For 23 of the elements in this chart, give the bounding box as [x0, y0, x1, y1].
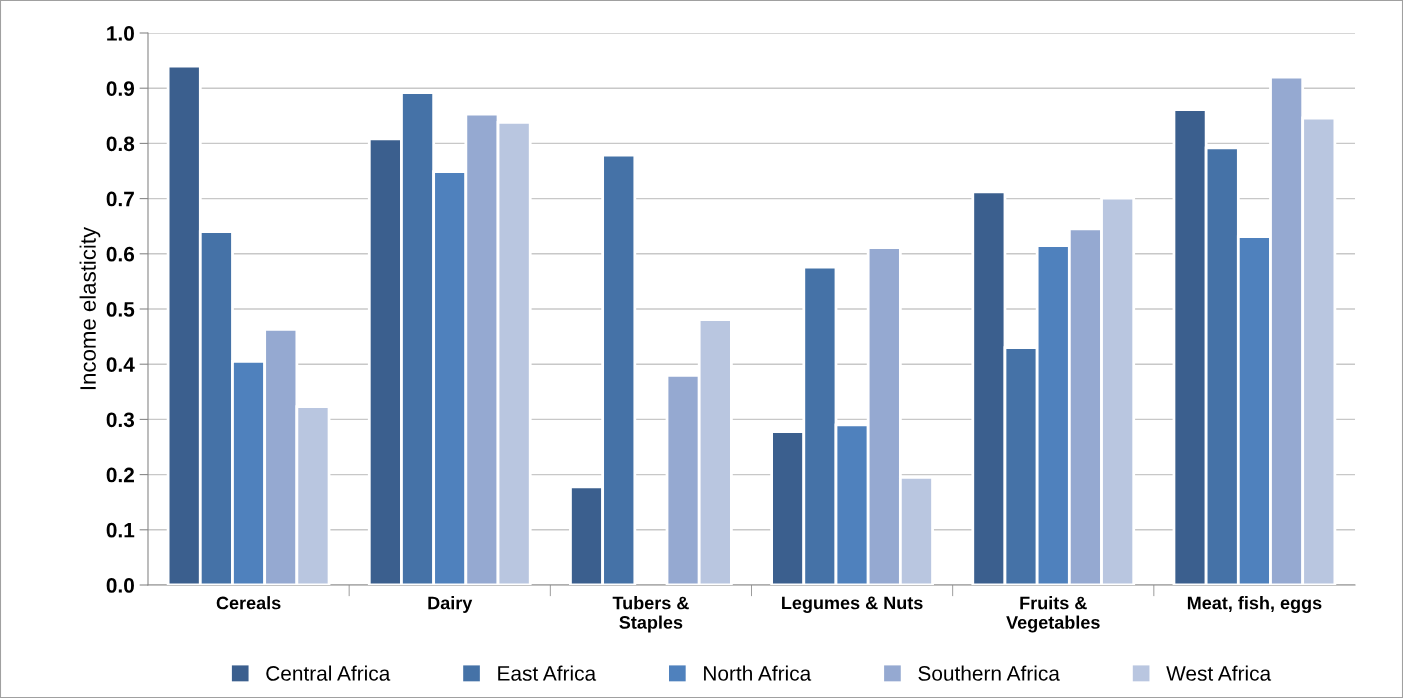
x-tick-label: Cereals	[216, 596, 281, 610]
legend-label: East Africa	[498, 665, 597, 681]
legend-label: Central Africa	[266, 665, 391, 681]
legend-label: North Africa	[704, 665, 812, 681]
legend-label: West Africa	[1166, 665, 1272, 681]
x-tick-label: Meat, fish, eggs	[1187, 596, 1322, 614]
legend-label: Southern Africa	[918, 665, 1060, 681]
y-tick-label: 0.4	[106, 357, 135, 372]
y-tick-label: 0.6	[106, 246, 135, 262]
y-tick-label: 0.5	[106, 302, 135, 317]
y-tick-label: 0.3	[106, 412, 135, 428]
y-tick-label: 0.8	[106, 136, 135, 152]
x-tick-label: Dairy	[428, 596, 473, 613]
x-tick-label: Tubers & Staples	[612, 596, 689, 633]
y-tick-label: 0.2	[106, 467, 134, 483]
y-axis-title: Income elasticity	[79, 226, 101, 390]
y-tick-label: 1.0	[107, 26, 134, 41]
y-tick-label: 0.7	[106, 191, 134, 207]
y-tick-label: 0.0	[106, 578, 134, 593]
x-tick-label: Fruits & Vegetables	[1006, 596, 1100, 633]
y-tick-label: 0.9	[106, 81, 135, 96]
y-tick-label: 0.1	[106, 522, 135, 538]
x-tick-label: Legumes & Nuts	[782, 596, 923, 613]
